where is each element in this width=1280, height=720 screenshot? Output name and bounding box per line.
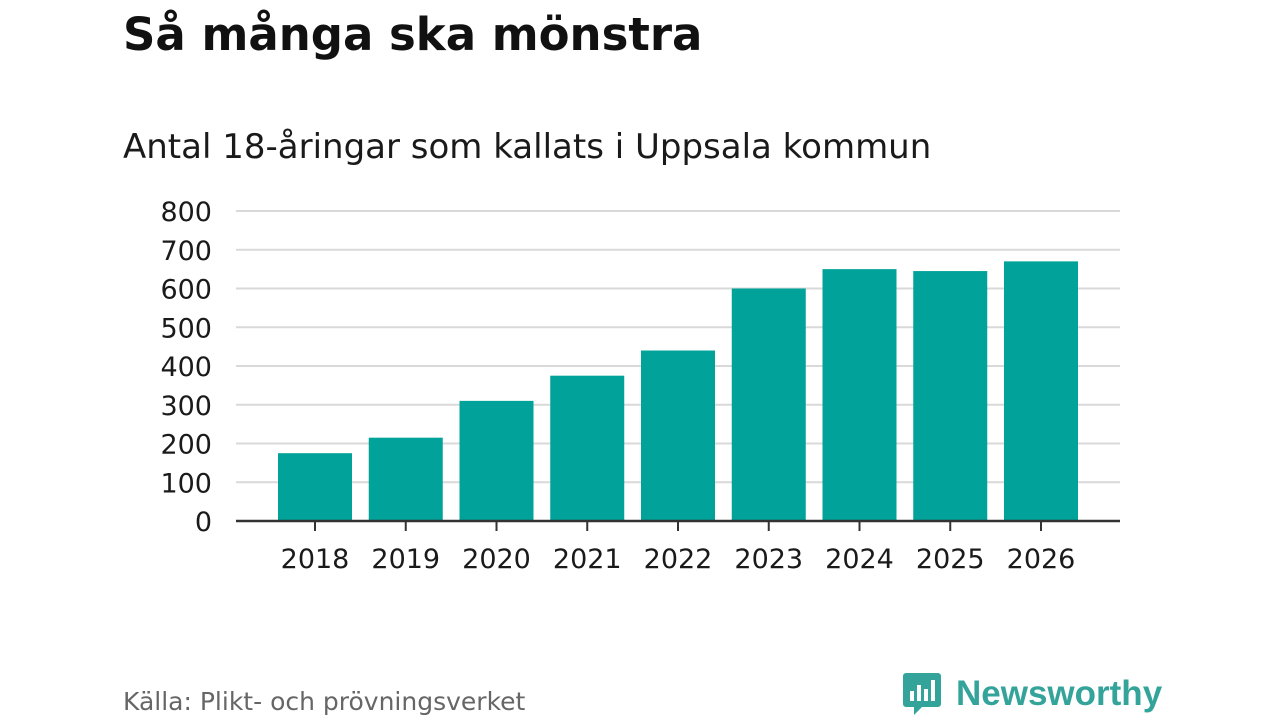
y-tick-label-100: 100 [160,468,212,499]
y-tick-label-800: 800 [160,197,212,228]
y-tick-label-300: 300 [160,391,212,422]
y-tick-label-500: 500 [160,313,212,344]
brand-logo: Newsworthy [902,670,1162,718]
bars [278,261,1078,521]
chart-subtitle: Antal 18-åringar som kallats i Uppsala k… [123,127,932,167]
y-tick-label-600: 600 [160,275,212,306]
y-tick-label-700: 700 [160,236,212,267]
y-tick-label-200: 200 [160,430,212,461]
source-note: Källa: Plikt- och prövningsverket [123,687,526,716]
bar-2021 [550,375,625,521]
brand-name: Newsworthy [956,674,1163,713]
bar-2023 [731,288,806,521]
bar-2026 [1004,261,1078,521]
x-tick-label-2021: 2021 [553,544,622,575]
x-tick-label-2019: 2019 [371,544,440,575]
bar-2022 [641,350,715,521]
bar-2024 [822,269,897,521]
bar-2025 [913,271,988,521]
x-tick-label-2020: 2020 [462,544,531,575]
x-tick-label-2022: 2022 [644,544,713,575]
x-tick-label-2023: 2023 [734,544,803,575]
axes [236,519,1120,531]
tick-labels: 0 100 200 300 400 500 600 700 800 2018 2019 2020 202… [160,197,1075,575]
x-tick-label-2024: 2024 [825,544,894,575]
y-tick-label-400: 400 [160,352,212,383]
x-tick-label-2018: 2018 [281,544,350,575]
chart-title: Så många ska mönstra [123,8,703,61]
y-tick-label-0: 0 [195,507,212,538]
bar-2018 [278,453,352,521]
newsworthy-logo-icon [903,673,941,715]
bar-2020 [459,400,534,521]
bar-2019 [368,437,443,521]
x-tick-label-2025: 2025 [916,544,985,575]
x-tick-label-2026: 2026 [1007,544,1076,575]
